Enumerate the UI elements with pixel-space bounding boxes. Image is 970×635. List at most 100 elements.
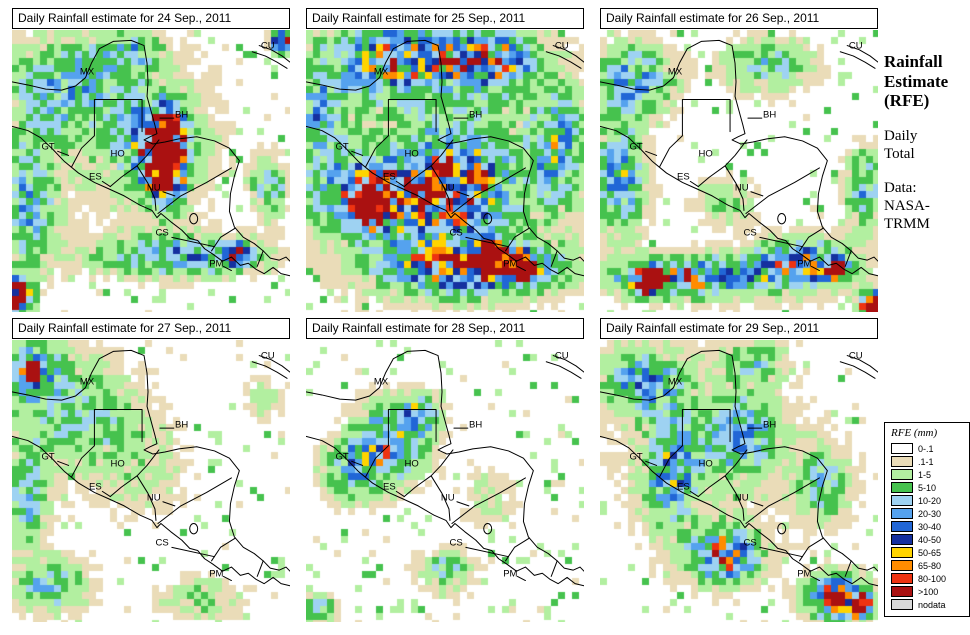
legend-title: RFE (mm)	[891, 427, 938, 439]
country-label-ho: HO	[404, 458, 419, 470]
country-label-ho: HO	[110, 148, 125, 160]
legend-swatch	[891, 495, 913, 506]
legend-item: .1-1	[891, 455, 965, 468]
panel-title: Daily Rainfall estimate for 27 Sep., 201…	[12, 318, 290, 339]
country-label-gt: GT	[41, 141, 55, 153]
legend-swatch	[891, 560, 913, 571]
country-label-ho: HO	[698, 458, 713, 470]
panel-title: Daily Rainfall estimate for 26 Sep., 201…	[600, 8, 878, 29]
map-panel: Daily Rainfall estimate for 27 Sep., 201…	[12, 318, 290, 622]
country-label-gt: GT	[335, 451, 349, 463]
country-label-nu: NU	[734, 182, 749, 194]
country-label-cu: CU	[260, 350, 275, 361]
rainfall-raster	[600, 340, 878, 622]
country-label-es: ES	[677, 171, 690, 183]
legend-item: 40-50	[891, 533, 965, 546]
country-label-cu: CU	[554, 350, 569, 361]
legend-swatch	[891, 482, 913, 493]
country-label-bh: BH	[762, 419, 777, 431]
color-scale-legend: RFE (mm) 0-.1 .1-1 1-5 5-10 10-20 20-30 30-40 4…	[884, 422, 970, 617]
country-label-es: ES	[89, 171, 102, 183]
country-outlines	[12, 39, 290, 277]
country-label-es: ES	[677, 481, 690, 493]
country-label-cu: CU	[554, 40, 569, 51]
country-outlines	[306, 39, 584, 277]
legend-item: 5-10	[891, 481, 965, 494]
legend-items: 0-.1 .1-1 1-5 5-10 10-20 20-30 30-40 40-50 50-65…	[891, 442, 965, 611]
legend-label: nodata	[918, 599, 946, 610]
legend-label: 10-20	[918, 495, 942, 506]
map-panel: Daily Rainfall estimate for 26 Sep., 201…	[600, 8, 878, 312]
country-label-nu: NU	[146, 182, 161, 194]
legend-swatch	[891, 456, 913, 467]
legend-label: 40-50	[918, 534, 942, 545]
country-label-pm: PM	[797, 568, 812, 580]
country-label-gt: GT	[41, 451, 55, 463]
rfe-heading-line: (RFE)	[884, 91, 930, 111]
legend-label: 0-.1	[918, 443, 934, 454]
country-label-nu: NU	[440, 492, 455, 504]
rainfall-raster	[306, 30, 584, 312]
legend-swatch	[891, 534, 913, 545]
legend-item: nodata	[891, 598, 965, 611]
country-label-ho: HO	[404, 148, 419, 160]
legend-label: .1-1	[918, 456, 934, 467]
country-label-bh: BH	[762, 109, 777, 121]
legend-swatch	[891, 547, 913, 558]
country-outlines	[306, 349, 584, 587]
country-label-cs: CS	[743, 537, 757, 549]
country-label-cs: CS	[449, 537, 463, 549]
country-label-bh: BH	[174, 419, 189, 431]
legend-label: 1-5	[918, 469, 932, 480]
country-outlines	[600, 39, 878, 277]
legend-item: 65-80	[891, 559, 965, 572]
legend-swatch	[891, 599, 913, 610]
country-label-cs: CS	[155, 227, 169, 239]
country-label-cs: CS	[743, 227, 757, 239]
country-label-es: ES	[383, 481, 396, 493]
country-label-ho: HO	[110, 458, 125, 470]
legend-swatch	[891, 573, 913, 584]
legend-label: 20-30	[918, 508, 942, 519]
map-area: MX CU BH GT HO ES NU CS PM	[600, 30, 878, 312]
map-panel: Daily Rainfall estimate for 28 Sep., 201…	[306, 318, 584, 622]
map-area: MX CU BH GT HO ES NU CS PM	[12, 30, 290, 312]
country-label-gt: GT	[629, 141, 643, 153]
rfe-heading-line: Rainfall	[884, 52, 943, 71]
legend-swatch	[891, 586, 913, 597]
legend-item: 20-30	[891, 507, 965, 520]
legend-label: >100	[918, 586, 939, 597]
legend-item: 30-40	[891, 520, 965, 533]
legend-label: 5-10	[918, 482, 937, 493]
map-area: MX CU BH GT HO ES NU CS PM	[306, 340, 584, 622]
country-label-mx: MX	[373, 66, 389, 78]
data-source-text: Data: NASA- TRMM	[884, 179, 930, 232]
panel-title: Daily Rainfall estimate for 24 Sep., 201…	[12, 8, 290, 29]
legend-swatch	[891, 508, 913, 519]
country-label-bh: BH	[174, 109, 189, 121]
panel-title: Daily Rainfall estimate for 28 Sep., 201…	[306, 318, 584, 339]
rfe-heading-line: Estimate	[884, 71, 949, 91]
country-label-es: ES	[383, 171, 396, 183]
legend-label: 80-100	[918, 573, 947, 584]
daily-total-text: Daily Total	[884, 127, 918, 162]
rfe-heading: Rainfall Estimate (RFE)	[884, 52, 970, 111]
country-label-cs: CS	[449, 227, 463, 239]
legend-item: >100	[891, 585, 965, 598]
map-panel: Daily Rainfall estimate for 24 Sep., 201…	[12, 8, 290, 312]
country-label-pm: PM	[503, 258, 518, 270]
legend-item: 0-.1	[891, 442, 965, 455]
country-label-cu: CU	[260, 40, 275, 51]
legend-swatch	[891, 443, 913, 454]
rainfall-raster	[306, 340, 584, 622]
panel-title: Daily Rainfall estimate for 29 Sep., 201…	[600, 318, 878, 339]
legend-label: 65-80	[918, 560, 942, 571]
country-label-nu: NU	[440, 182, 455, 194]
legend-item: 10-20	[891, 494, 965, 507]
legend-label: 50-65	[918, 547, 942, 558]
country-label-cu: CU	[848, 350, 863, 361]
legend-item: 50-65	[891, 546, 965, 559]
country-label-es: ES	[89, 481, 102, 493]
country-label-pm: PM	[503, 568, 518, 580]
